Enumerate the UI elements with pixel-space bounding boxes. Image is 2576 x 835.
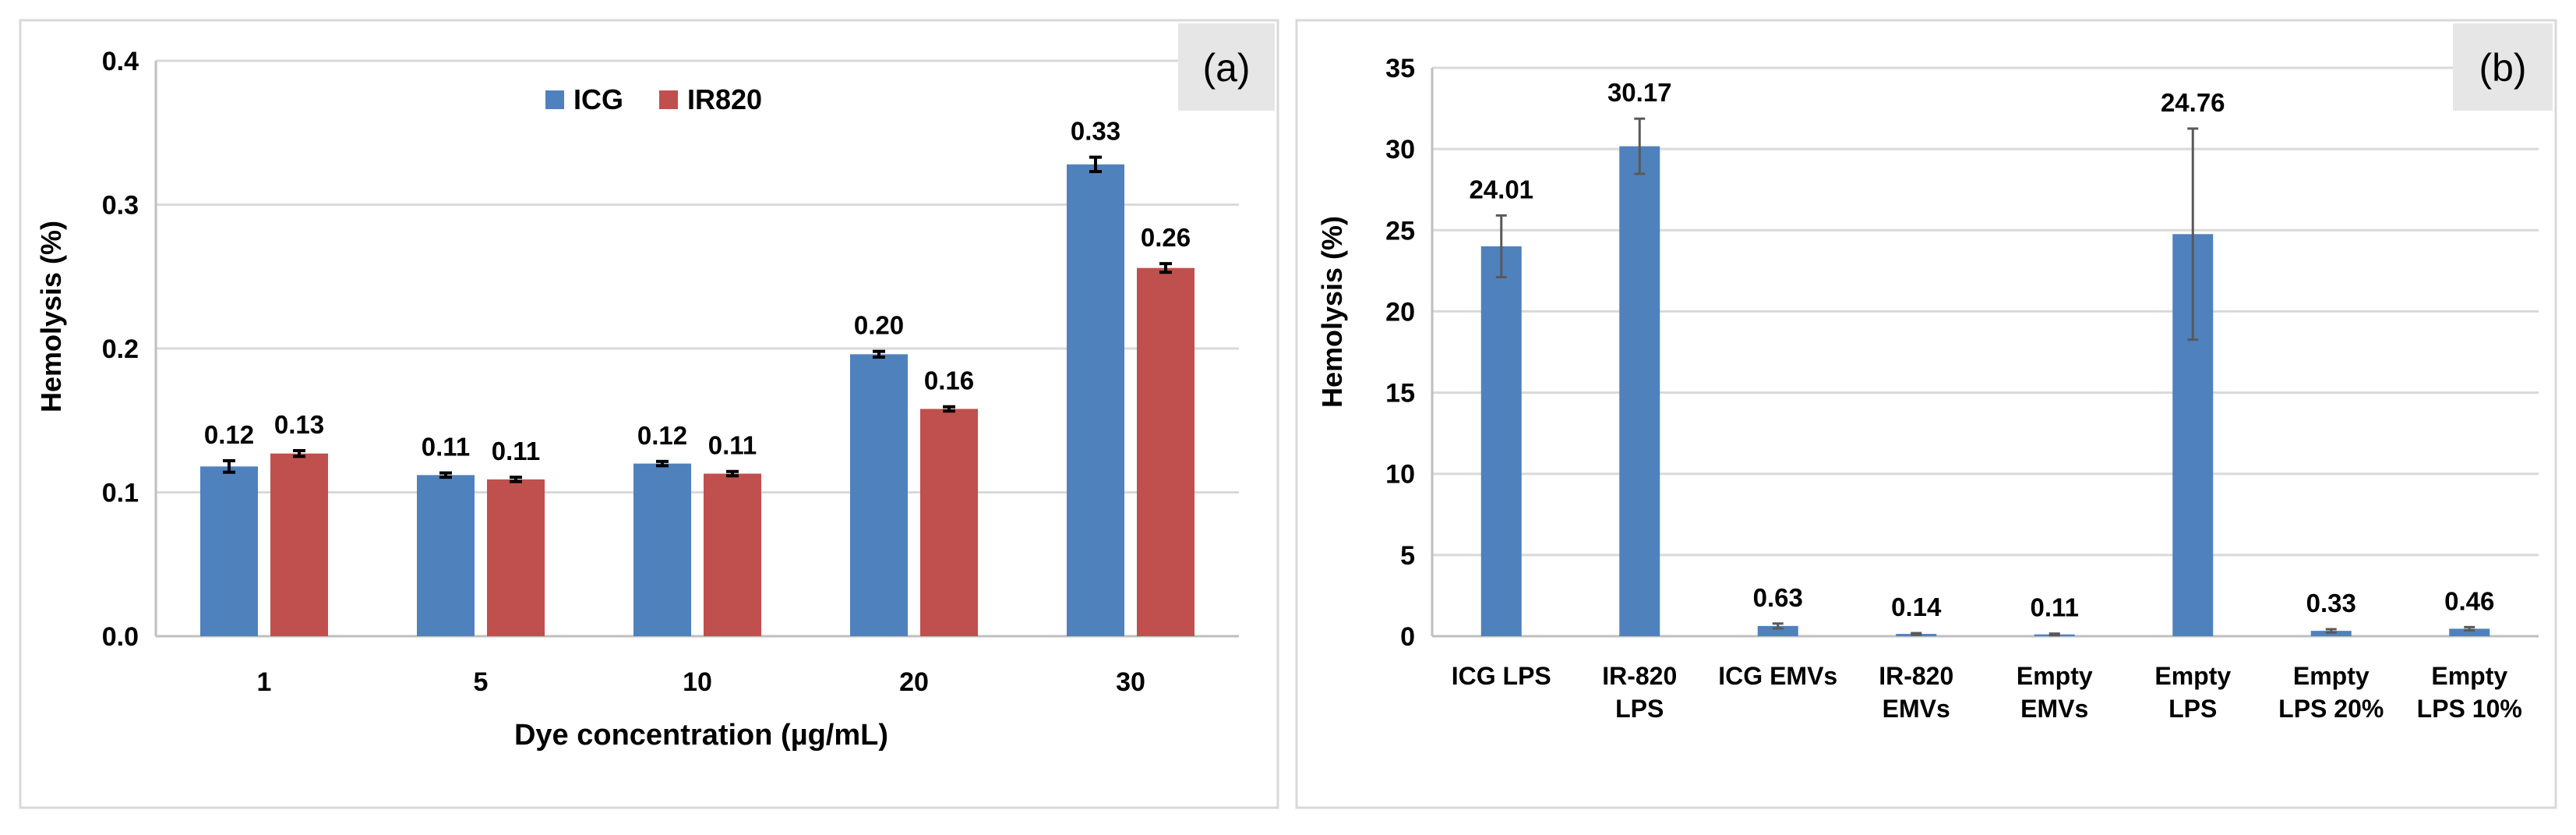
panel-b: 24.01 30.17 0.63 0.14 0.11 24.76 0.33 0.46 0 5 10… — [1295, 19, 2557, 809]
y-tick-label: 0 — [1400, 622, 1415, 652]
bar — [704, 473, 761, 636]
data-label: 0.26 — [1141, 223, 1191, 252]
legend-swatch-icg — [545, 90, 564, 109]
legend: ICG IR820 — [545, 83, 762, 115]
data-label: 0.20 — [854, 311, 904, 340]
x-tick-label: LPS — [2168, 695, 2217, 723]
data-label: 0.11 — [492, 437, 540, 465]
bar — [1137, 267, 1194, 636]
panel-a-y-tick-labels: 0.0 0.1 0.2 0.3 0.4 — [102, 47, 139, 652]
bar — [270, 453, 328, 636]
x-tick-label: LPS — [1615, 695, 1664, 723]
y-tick-label: 15 — [1385, 379, 1415, 409]
y-tick-label: 0.2 — [102, 334, 139, 364]
panel-b-x-tick-labels: ICG LPS IR-820 LPS ICG EMVs IR-820 EMVs Empty E… — [1452, 662, 2522, 723]
x-tick-label: ICG LPS — [1452, 662, 1551, 690]
bar — [2449, 628, 2490, 636]
data-label: 24.76 — [2161, 88, 2225, 117]
data-label: 0.11 — [2031, 593, 2079, 622]
y-tick-label: 35 — [1385, 54, 1415, 83]
data-label: 0.11 — [708, 431, 757, 460]
legend-swatch-ir820 — [659, 90, 678, 109]
x-tick-label: 10 — [683, 667, 712, 697]
y-tick-label: 30 — [1385, 135, 1415, 165]
bar — [1757, 625, 1798, 636]
panel-b-data-labels: 24.01 30.17 0.63 0.14 0.11 24.76 0.33 0.46 — [1469, 78, 2494, 621]
data-label: 0.63 — [1753, 583, 1803, 612]
data-label: 0.16 — [924, 366, 974, 395]
x-tick-label: EMVs — [2020, 695, 2088, 723]
bar — [850, 354, 908, 636]
x-tick-label: EMVs — [1883, 695, 1950, 723]
panel-b-y-axis-label: Hemolysis (%) — [1316, 216, 1348, 408]
data-label: 0.33 — [1071, 117, 1120, 146]
data-label: 0.12 — [204, 420, 254, 449]
bar — [633, 463, 691, 636]
y-tick-label: 10 — [1385, 460, 1415, 490]
x-tick-label: 20 — [899, 667, 929, 697]
bar — [920, 409, 978, 636]
y-tick-label: 0.4 — [102, 47, 139, 76]
panel-a-data-labels: 0.12 0.13 0.11 0.11 0.12 0.11 0.20 0.16 0.33 0.26 — [204, 117, 1191, 466]
data-label: 0.33 — [2306, 589, 2356, 617]
x-tick-label: Empty — [2431, 662, 2507, 690]
x-tick-label: IR-820 — [1879, 662, 1953, 690]
panel-b-y-tick-labels: 0 5 10 15 20 25 30 35 — [1385, 54, 1415, 652]
y-tick-label: 0.0 — [102, 622, 139, 652]
x-tick-label: 5 — [474, 667, 489, 697]
legend-label-icg: ICG — [573, 83, 623, 115]
panel-b-gridlines — [1431, 66, 2539, 638]
panel-a-bars — [200, 155, 1194, 637]
x-tick-label: LPS 20% — [2278, 695, 2384, 723]
bar — [417, 475, 475, 636]
legend-label-ir820: IR820 — [687, 83, 762, 115]
y-tick-label: 25 — [1385, 216, 1415, 246]
x-tick-label: IR-820 — [1602, 662, 1677, 690]
panel-a-x-tick-labels: 1 5 10 20 30 — [257, 667, 1145, 697]
x-tick-label: ICG EMVs — [1718, 662, 1837, 690]
y-tick-label: 5 — [1400, 541, 1415, 571]
bar — [1619, 146, 1660, 637]
x-tick-label: Empty — [2017, 662, 2093, 690]
data-label: 0.13 — [274, 410, 324, 439]
data-label: 0.14 — [1891, 593, 1942, 621]
panel-a-label-box — [1178, 23, 1275, 111]
bar — [1480, 246, 1522, 636]
y-tick-label: 20 — [1385, 297, 1415, 327]
panel-b-bars — [1480, 117, 2490, 637]
bar — [1067, 164, 1124, 637]
x-tick-label: 30 — [1116, 667, 1145, 697]
data-label: 24.01 — [1469, 175, 1533, 203]
panel-a: 0.12 0.130.11 0.110.12 0.110.200.160.330.26… — [19, 19, 1279, 809]
x-tick-label: Empty — [2154, 662, 2231, 690]
panel-a-x-axis-label: Dye concentration (µg/mL) — [514, 719, 888, 752]
panel-b-label-box — [2453, 23, 2553, 111]
panel-a-gridlines — [154, 59, 1239, 638]
data-label: 30.17 — [1607, 78, 1672, 107]
bar — [487, 479, 545, 636]
panel-b-label: (b) — [2479, 46, 2526, 90]
panel-a-y-axis-label: Hemolysis (%) — [35, 221, 67, 412]
x-tick-label: Empty — [2293, 662, 2370, 690]
panel-a-label: (a) — [1202, 46, 1250, 90]
bar — [200, 466, 258, 636]
x-tick-label: 1 — [257, 667, 272, 697]
data-label: 0.11 — [422, 433, 470, 462]
data-label: 0.46 — [2444, 586, 2494, 615]
x-tick-label: LPS 10% — [2417, 695, 2522, 723]
y-tick-label: 0.1 — [102, 479, 139, 508]
data-label: 0.12 — [637, 421, 687, 450]
y-tick-label: 0.3 — [102, 191, 139, 221]
